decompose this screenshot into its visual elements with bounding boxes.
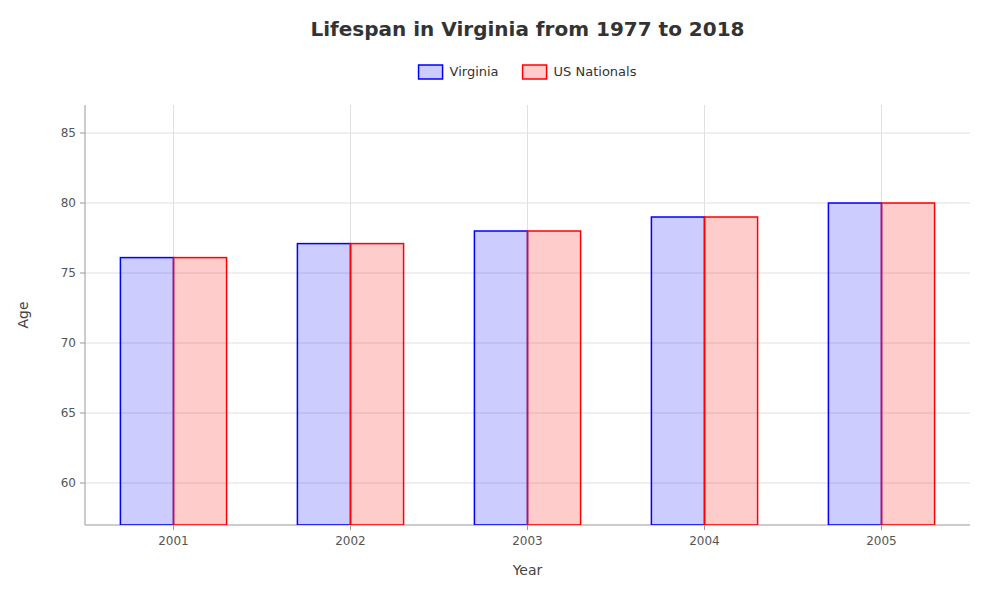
bars xyxy=(120,203,934,525)
x-tick-label: 2002 xyxy=(335,534,366,548)
chart-container: 60 65 70 75 80 85 2001 2002 2003 2004 2005 Lifespan… xyxy=(0,0,1000,600)
y-tick-label: 80 xyxy=(61,196,76,210)
y-tick xyxy=(80,483,85,484)
grid xyxy=(85,105,970,525)
bar xyxy=(120,258,173,525)
legend-item: Virginia xyxy=(419,64,499,80)
x-tick xyxy=(527,525,528,530)
x-axis-label: Year xyxy=(512,562,543,578)
x-tick-label: 2001 xyxy=(158,534,189,548)
page: {"chart_data": {"type": "bar", "title": … xyxy=(0,0,1000,600)
bar xyxy=(528,231,581,525)
y-tick-label: 70 xyxy=(61,336,76,350)
y-axis-line xyxy=(85,105,86,525)
x-tick-label: 2003 xyxy=(512,534,543,548)
x-tick xyxy=(881,525,882,530)
y-tick-label: 60 xyxy=(61,476,76,490)
y-tick xyxy=(80,273,85,274)
y-tick-label: 85 xyxy=(61,126,76,140)
y-tick-label: 65 xyxy=(61,406,76,420)
x-tick xyxy=(704,525,705,530)
y-axis-label: Age xyxy=(15,301,31,328)
bar xyxy=(828,203,881,525)
bar xyxy=(651,217,704,525)
bar xyxy=(882,203,935,525)
bar xyxy=(705,217,758,525)
legend-swatch xyxy=(523,65,547,79)
y-tick-label: 75 xyxy=(61,266,76,280)
x-tick xyxy=(350,525,351,530)
y-tick xyxy=(80,133,85,134)
bar xyxy=(297,244,350,525)
legend-label: US Nationals xyxy=(554,64,637,79)
bar xyxy=(174,258,227,525)
axes: 60 65 70 75 80 85 2001 2002 2003 2004 2005 xyxy=(61,105,970,548)
bar xyxy=(474,231,527,525)
chart-svg: 60 65 70 75 80 85 2001 2002 2003 2004 2005 Lifespan… xyxy=(0,0,1000,600)
legend: Virginia US Nationals xyxy=(419,64,637,80)
y-tick xyxy=(80,343,85,344)
legend-item: US Nationals xyxy=(523,64,637,80)
bar xyxy=(351,244,404,525)
x-tick xyxy=(173,525,174,530)
x-tick-label: 2004 xyxy=(689,534,720,548)
legend-label: Virginia xyxy=(450,64,499,79)
y-tick xyxy=(80,203,85,204)
legend-swatch xyxy=(419,65,443,79)
title: Lifespan in Virginia from 1977 to 2018 xyxy=(310,17,744,41)
x-tick-label: 2005 xyxy=(866,534,897,548)
y-tick xyxy=(80,413,85,414)
